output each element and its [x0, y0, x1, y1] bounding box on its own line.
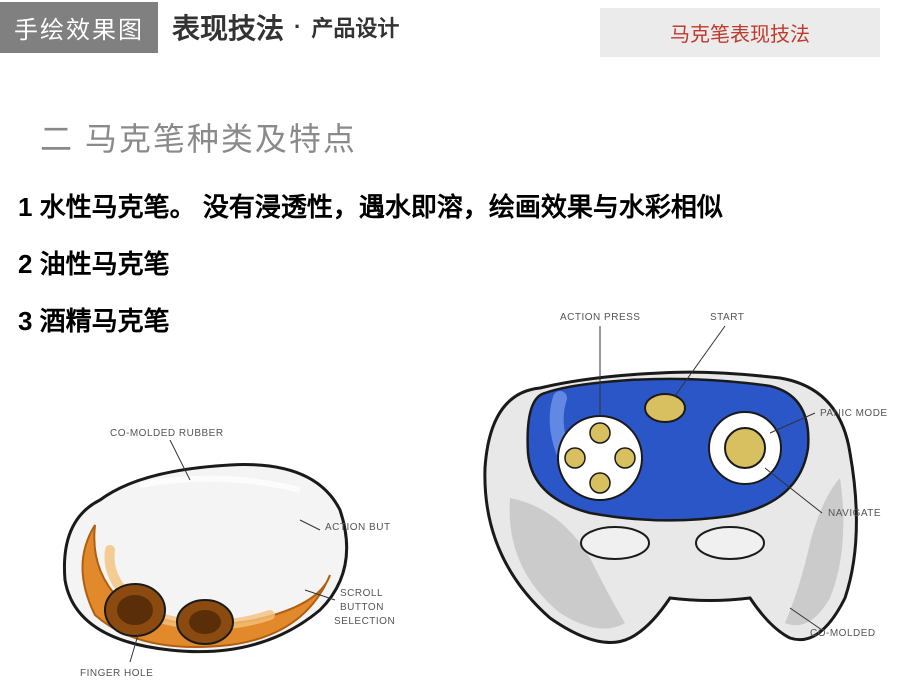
sketch-annotation: START — [710, 312, 744, 323]
sketch-annotation: ACTION PRESS — [560, 312, 640, 323]
sketch-annotation: FINGER HOLE — [80, 668, 153, 679]
sketch-right: ACTION PRESS START PANIC MODE NAVIGATE C… — [450, 298, 890, 668]
header-right-panel: 马克笔表现技法 — [600, 8, 880, 57]
gamepad-stick — [725, 428, 765, 468]
sketch-annotation: CO-MOLDED RUBBER — [110, 428, 224, 439]
grip-sketch-svg — [20, 410, 440, 690]
gamepad-trigger-r — [696, 527, 764, 559]
list-item: 1 水性马克笔。 没有浸透性，遇水即溶，绘画效果与水彩相似 — [18, 188, 898, 227]
gamepad-dpad-btn — [590, 473, 610, 493]
gamepad-sketch-svg — [450, 298, 890, 668]
sketch-annotation: SCROLL — [340, 588, 383, 599]
sketch-annotation: PANIC MODE — [820, 408, 888, 419]
finger-hole-1-inner — [117, 595, 153, 625]
sketch-annotation: NAVIGATE — [828, 508, 881, 519]
sketch-annotation: CO-MOLDED — [810, 628, 876, 639]
gamepad-dpad-btn — [615, 448, 635, 468]
header: 手绘效果图 表现技法 · 产品设计 马克笔表现技法 — [0, 0, 920, 54]
sketch-annotation: ACTION BUT — [325, 522, 391, 533]
header-subtitle: 产品设计 — [311, 11, 399, 43]
sketch-left: CO-MOLDED RUBBER ACTION BUT SCROLL BUTTO… — [20, 410, 440, 690]
sketch-annotation: SELECTION — [334, 616, 395, 627]
gamepad-start-btn — [645, 394, 685, 422]
finger-hole-2-inner — [189, 610, 221, 634]
header-right-title: 马克笔表现技法 — [670, 18, 810, 47]
sketch-annotation: BUTTON — [340, 602, 384, 613]
list-item: 2 油性马克笔 — [18, 245, 898, 284]
gamepad-dpad-btn — [565, 448, 585, 468]
header-separator: · — [294, 14, 301, 40]
section-title: 二 马克笔种类及特点 — [40, 114, 920, 160]
header-badge: 手绘效果图 — [0, 2, 158, 53]
gamepad-dpad-btn — [590, 423, 610, 443]
header-main-title: 表现技法 — [172, 7, 284, 47]
gamepad-trigger-l — [581, 527, 649, 559]
